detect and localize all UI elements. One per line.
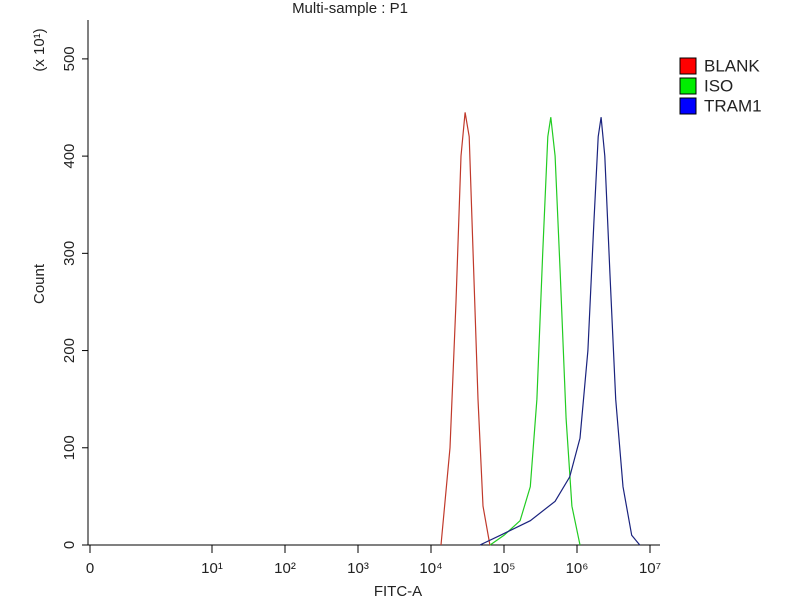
y-tick-label: 200 bbox=[61, 338, 78, 363]
x-tick-label: 10¹ bbox=[201, 560, 223, 577]
legend-swatch bbox=[679, 77, 697, 95]
y-tick-label: 500 bbox=[61, 46, 78, 71]
x-tick-label: 10⁶ bbox=[566, 560, 589, 577]
x-tick-label: 0 bbox=[86, 560, 94, 577]
x-tick-label: 10⁴ bbox=[419, 560, 442, 577]
x-tick-label: 10² bbox=[274, 560, 296, 577]
legend-swatch bbox=[679, 57, 697, 75]
y-tick-label: 100 bbox=[61, 435, 78, 460]
y-axis-label: Count bbox=[31, 263, 48, 304]
y-tick-label: 300 bbox=[61, 241, 78, 266]
chart-title: Multi-sample : P1 bbox=[292, 0, 408, 17]
x-axis-label: FITC-A bbox=[374, 583, 422, 600]
x-tick-label: 10³ bbox=[347, 560, 369, 577]
y-multiplier: (x 10¹) bbox=[31, 28, 48, 71]
histogram-line bbox=[489, 117, 581, 546]
legend-label: BLANK bbox=[704, 56, 760, 75]
y-tick-label: 400 bbox=[61, 144, 78, 169]
x-tick-label: 10⁷ bbox=[639, 560, 661, 577]
histogram-line bbox=[479, 117, 641, 546]
y-tick-label: 0 bbox=[61, 541, 78, 549]
legend-label: ISO bbox=[704, 76, 733, 95]
x-tick-label: 10⁵ bbox=[493, 560, 516, 577]
histogram-line bbox=[440, 112, 491, 546]
legend-swatch bbox=[679, 97, 697, 115]
legend-label: TRAM1 bbox=[704, 96, 762, 115]
